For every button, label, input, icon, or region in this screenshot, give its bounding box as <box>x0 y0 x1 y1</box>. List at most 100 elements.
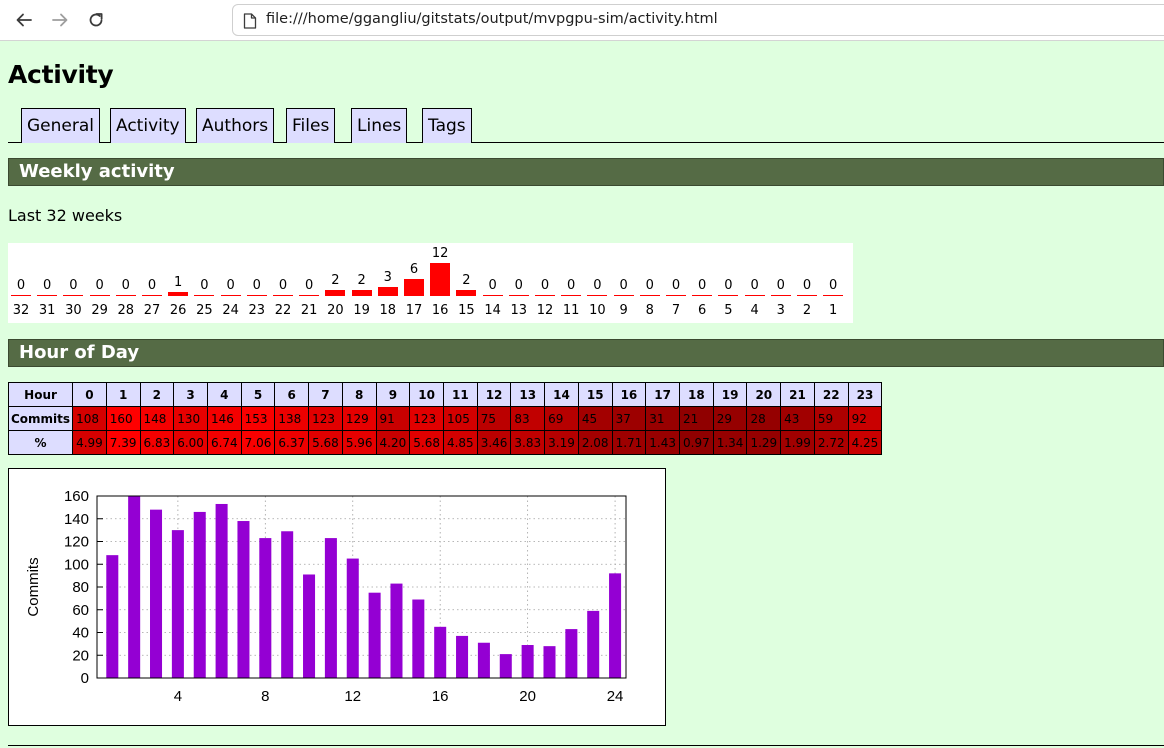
chart-bar <box>281 531 294 678</box>
forward-button[interactable] <box>48 8 72 32</box>
tab-general[interactable]: General <box>21 108 100 143</box>
hour-header-cell: 1 <box>105 382 141 407</box>
weekly-value: 0 <box>488 278 497 293</box>
weekly-value: 0 <box>69 278 78 293</box>
x-tick-label: 8 <box>261 688 269 705</box>
commits-cell: 75 <box>476 406 512 431</box>
address-bar[interactable]: file:///home/ggangliu/gitstats/output/mv… <box>232 4 1164 36</box>
hour-of-day-table: Hour 0 1 2 3 4 5 6 7 8 9 10 11 12 13 14 15 16 17 18 19 20 21 22… <box>7 382 883 455</box>
chart-bar <box>346 558 359 678</box>
weekly-baseline <box>194 295 215 296</box>
weekly-column: 0 32 <box>8 243 34 323</box>
url-text[interactable]: file:///home/ggangliu/gitstats/output/mv… <box>266 11 718 27</box>
weekly-value: 0 <box>43 278 52 293</box>
chart-bar <box>128 496 141 678</box>
hour-of-day-chart: 0 20 40 60 80 100 120 140 160 4 8 12 16 20 24 Commits <box>8 468 666 726</box>
percent-cell: 6.74 <box>206 430 242 455</box>
percent-cell: 1.99 <box>780 430 815 455</box>
weekly-baseline <box>666 295 686 296</box>
weekly-value: 0 <box>567 278 576 293</box>
weekly-week-label: 6 <box>698 303 707 318</box>
weekly-week-label: 5 <box>724 303 733 318</box>
nav-tabs: General Activity Authors Files Lines Tag… <box>8 108 1164 143</box>
percent-cell: 5.68 <box>308 430 343 455</box>
percent-cell: 2.72 <box>813 430 849 455</box>
weekly-value: 6 <box>409 262 419 277</box>
percent-cell: 3.83 <box>510 430 546 455</box>
weekly-column: 0 31 <box>34 243 60 323</box>
weekly-baseline <box>535 295 555 296</box>
hour-header-cell: 13 <box>510 382 546 407</box>
hour-header-cell: 9 <box>375 382 411 407</box>
hour-header-cell: 0 <box>72 382 107 407</box>
y-tick-label: 40 <box>72 625 89 642</box>
tab-lines[interactable]: Lines <box>351 108 408 143</box>
reload-button[interactable] <box>84 8 108 32</box>
percent-cell: 6.37 <box>274 430 310 455</box>
commits-cell: 31 <box>645 406 680 431</box>
weekly-week-label: 16 <box>431 303 449 318</box>
commits-cell: 153 <box>240 406 276 431</box>
commits-cell: 29 <box>712 406 748 431</box>
percent-cell: 7.39 <box>105 430 141 455</box>
weekly-week-label: 30 <box>65 303 82 318</box>
hour-header-cell: 15 <box>577 382 613 407</box>
chart-bar <box>587 610 600 678</box>
commits-cell: 105 <box>442 406 478 431</box>
weekly-value: 2 <box>331 273 340 288</box>
y-tick-label: 0 <box>81 670 89 687</box>
weekly-value: 0 <box>802 278 812 293</box>
chart-bar <box>324 538 337 678</box>
hour-header-cell: 10 <box>409 382 444 407</box>
commits-row-header: Commits <box>7 406 74 431</box>
weekly-value: 0 <box>671 278 681 293</box>
weekly-column: 0 10 <box>584 243 610 323</box>
chart-bar <box>412 599 425 678</box>
weekly-week-label: 28 <box>117 303 135 318</box>
weekly-week-label: 26 <box>169 303 187 318</box>
weekly-week-label: 15 <box>458 303 475 318</box>
chart-bar <box>390 583 403 678</box>
weekly-value: 12 <box>431 246 449 261</box>
chart-bar <box>521 645 534 678</box>
percent-row-header: % <box>7 430 74 455</box>
tab-files[interactable]: Files <box>286 108 336 143</box>
weekly-baseline <box>561 295 582 296</box>
hour-row-header: Hour <box>7 382 74 407</box>
hour-header-cell: 5 <box>240 382 276 407</box>
weekly-column: 2 19 <box>349 243 375 323</box>
commits-cell: 83 <box>510 406 546 431</box>
commits-cell: 59 <box>813 406 849 431</box>
plot-frame <box>96 495 627 679</box>
weekly-week-label: 20 <box>327 303 344 318</box>
chart-bar <box>215 503 228 678</box>
weekly-value: 2 <box>357 273 366 288</box>
weekly-week-label: 8 <box>645 303 654 318</box>
hour-header-cell: 3 <box>173 382 208 407</box>
weekly-baseline <box>142 295 162 296</box>
weekly-value: 0 <box>593 278 602 293</box>
weekly-column: 6 17 <box>401 243 427 323</box>
percent-cell: 5.96 <box>341 430 377 455</box>
tab-authors[interactable]: Authors <box>196 108 275 143</box>
tab-activity[interactable]: Activity <box>110 108 186 143</box>
tab-tags[interactable]: Tags <box>422 108 472 143</box>
weekly-activity-bars: 0 32 0 31 0 30 0 29 0 28 0 27 1 26 0 25 0 24 0 23 0 22 0 21 2 20 2… <box>8 243 853 323</box>
weekly-column: 0 28 <box>113 243 139 323</box>
chart-bar <box>499 654 512 678</box>
back-button[interactable] <box>12 8 36 32</box>
weekly-column: 0 22 <box>270 243 296 323</box>
weekly-value: 0 <box>514 278 523 293</box>
percent-cell: 6.00 <box>173 430 208 455</box>
weekly-value: 0 <box>698 278 707 293</box>
weekly-baseline <box>168 295 189 296</box>
weekly-bar <box>351 290 372 295</box>
percent-cell: 4.20 <box>375 430 411 455</box>
percent-cell: 4.85 <box>442 430 478 455</box>
weekly-bar <box>168 292 189 295</box>
